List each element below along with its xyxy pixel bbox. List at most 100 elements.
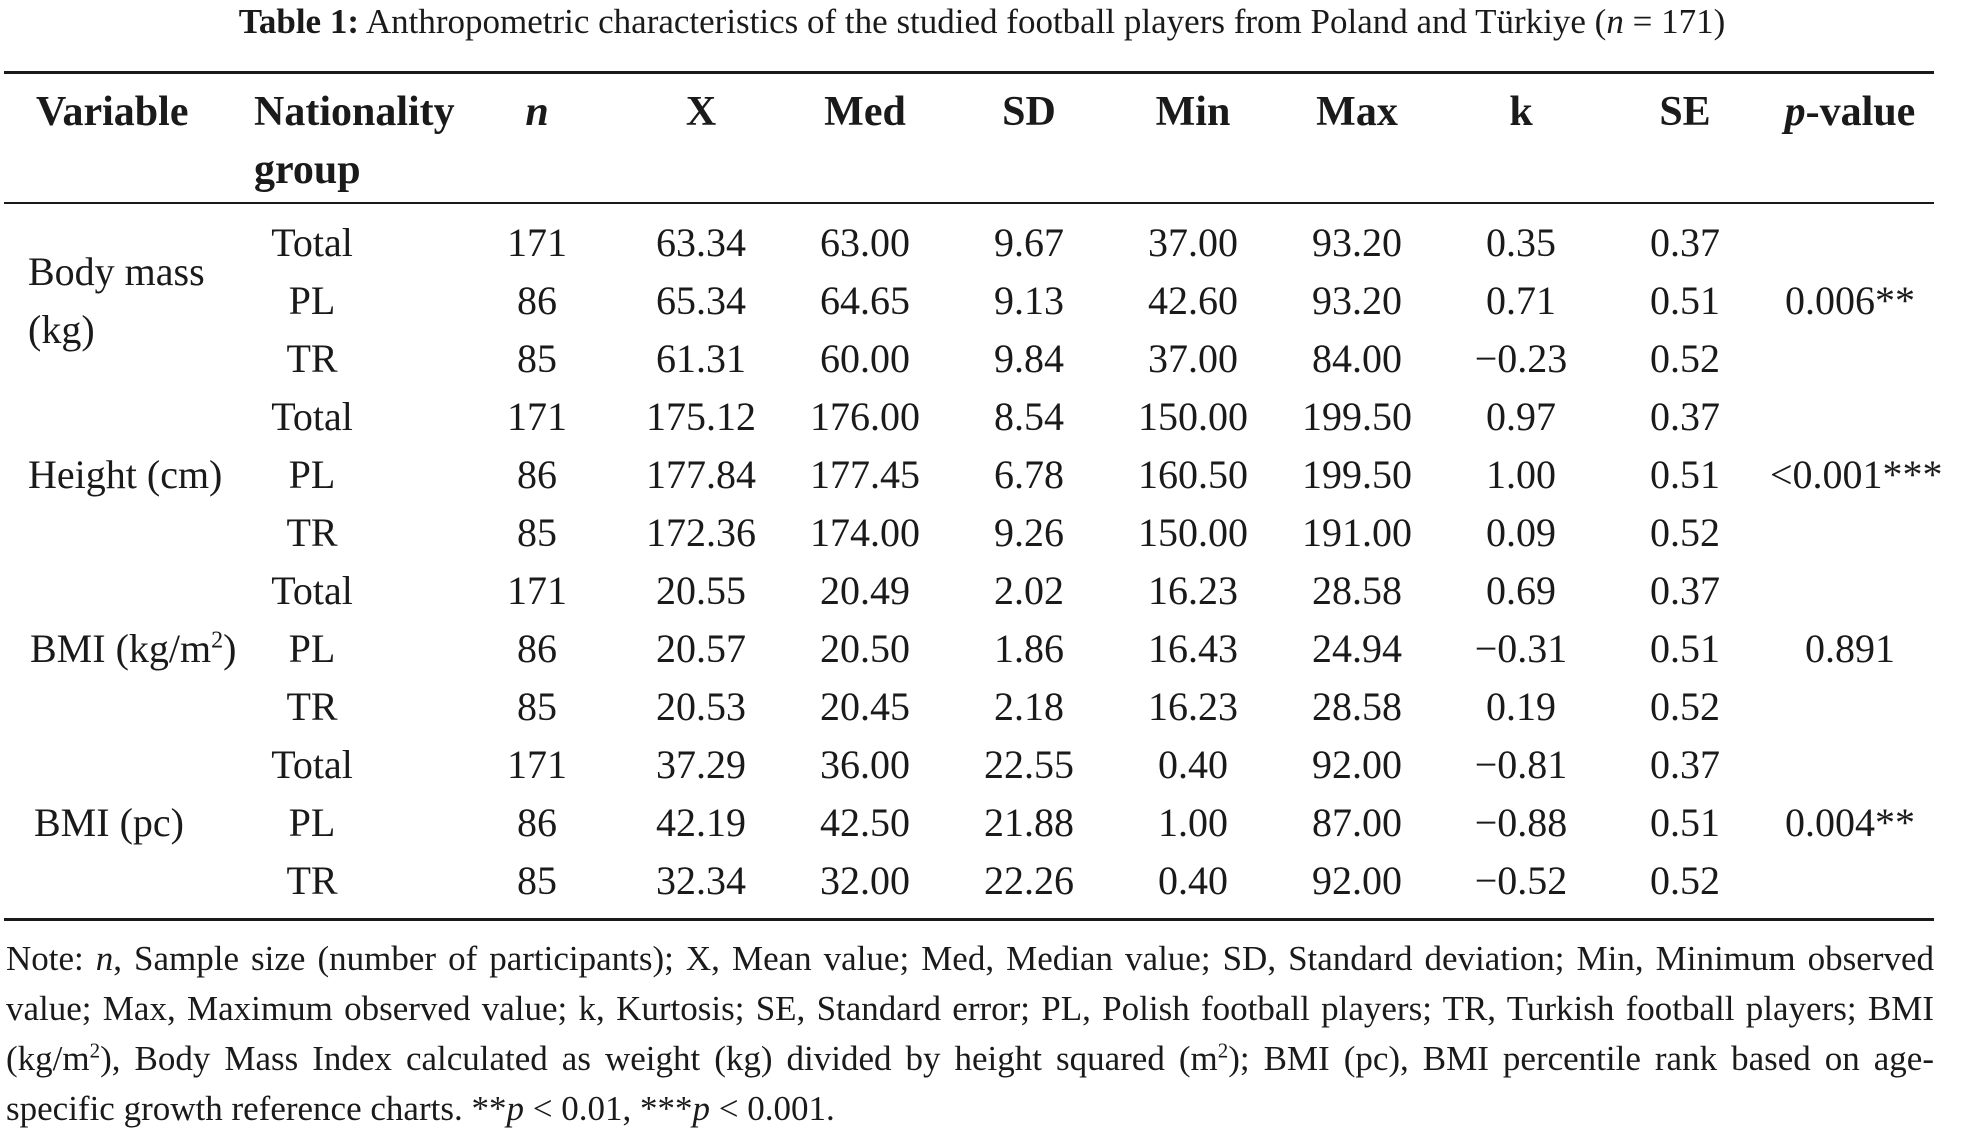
header-nationality-group: Nationality group [254,83,484,199]
cell-med: 63.00 [820,220,910,265]
cell-min: 42.60 [1148,278,1238,323]
cell-se: 0.51 [1650,452,1720,497]
cell-se: 0.37 [1650,394,1720,439]
cell-max: 24.94 [1312,626,1402,671]
cell-max: 28.58 [1312,684,1402,729]
variable-bmi-kgm2: BMI (kg/m2) [30,620,236,678]
caption-label: Table 1: [238,2,359,41]
cell-sd: 2.18 [994,684,1064,729]
cell-x: 20.55 [656,568,746,613]
header-k: k [1509,89,1533,135]
cell-n: 86 [517,626,557,671]
cell-k: 0.69 [1486,568,1556,613]
cell-sd: 1.86 [994,626,1064,671]
cell-sd: 9.26 [994,510,1064,555]
cell-k: −0.31 [1474,626,1568,671]
cell-x: 20.53 [656,684,746,729]
cell-x: 63.34 [656,220,746,265]
cell-k: 0.71 [1486,278,1556,323]
cell-med: 42.50 [820,800,910,845]
cell-x: 175.12 [646,394,756,439]
cell-min: 16.23 [1148,568,1238,613]
cell-k: −0.23 [1474,336,1568,381]
header-n: n [484,83,590,141]
header-max: Max [1316,89,1398,135]
cell-k: −0.88 [1474,800,1568,845]
p-value-height: <0.001*** [1770,452,1943,497]
cell-max: 199.50 [1302,452,1412,497]
variable-bmi-kgm2-sup: 2 [211,627,224,654]
variable-bmi-kgm2-pre: BMI (kg/m [30,626,212,671]
cell-se: 0.51 [1650,800,1720,845]
cell-n: 85 [517,858,557,903]
cell-x: 32.34 [656,858,746,903]
note-p-symbol-2: p [692,1089,710,1128]
cell-med: 64.65 [820,278,910,323]
note-text-2: ), Body Mass Index calculated as weight … [100,1039,1218,1078]
cell-med: 177.45 [810,452,920,497]
cell-x: 65.34 [656,278,746,323]
cell-max: 92.00 [1312,858,1402,903]
cell-n: 171 [507,394,567,439]
header-n-symbol: n [525,89,549,135]
cell-k: 1.00 [1486,452,1556,497]
cell-sd: 22.55 [984,742,1074,787]
caption-n-value: = 171) [1623,2,1726,41]
cell-group: TR [286,510,338,555]
cell-med: 20.45 [820,684,910,729]
cell-max: 92.00 [1312,742,1402,787]
cell-n: 85 [517,684,557,729]
cell-group: PL [288,452,336,497]
note-sup-1: 2 [89,1038,101,1063]
cell-max: 84.00 [1312,336,1402,381]
note-p-symbol-1: p [506,1089,524,1128]
note-sup-2: 2 [1217,1038,1229,1063]
cell-k: 0.97 [1486,394,1556,439]
header-x: X [685,89,717,135]
cell-k: 0.19 [1486,684,1556,729]
cell-n: 171 [507,220,567,265]
cell-n: 85 [517,336,557,381]
cell-group: Total [271,568,353,613]
cell-se: 0.51 [1650,278,1720,323]
cell-k: −0.52 [1474,858,1568,903]
cell-se: 0.51 [1650,626,1720,671]
header-nationality-line2: group [254,147,361,193]
cell-med: 60.00 [820,336,910,381]
cell-se: 0.37 [1650,742,1720,787]
cell-group: PL [288,278,336,323]
note-text-3: ); BMI (pc), BMI percentile rank based o… [6,1039,1934,1128]
cell-med: 36.00 [820,742,910,787]
cell-group: Total [271,394,353,439]
variable-height: Height (cm) [28,452,223,497]
cell-n: 171 [507,742,567,787]
header-p-value: p-value [1770,83,1930,141]
cell-x: 42.19 [656,800,746,845]
cell-sd: 2.02 [994,568,1064,613]
cell-se: 0.52 [1650,858,1720,903]
cell-x: 20.57 [656,626,746,671]
cell-min: 150.00 [1138,394,1248,439]
p-value-bmi-kgm2: 0.891 [1805,626,1895,671]
cell-sd: 9.84 [994,336,1064,381]
table-header-rule [4,202,1934,204]
cell-n: 86 [517,278,557,323]
variable-bmi-kgm2-post: ) [223,626,237,671]
table-caption: Table 1: Anthropometric characteristics … [0,0,1964,44]
cell-n: 85 [517,510,557,555]
cell-med: 176.00 [810,394,920,439]
cell-x: 37.29 [656,742,746,787]
cell-sd: 21.88 [984,800,1074,845]
cell-x: 172.36 [646,510,756,555]
note-text-4: < 0.01, *** [523,1089,693,1128]
cell-max: 93.20 [1312,220,1402,265]
cell-sd: 22.26 [984,858,1074,903]
cell-x: 61.31 [656,336,746,381]
cell-med: 20.50 [820,626,910,671]
cell-k: −0.81 [1474,742,1568,787]
cell-med: 174.00 [810,510,920,555]
cell-min: 0.40 [1158,858,1228,903]
cell-n: 86 [517,800,557,845]
cell-n: 171 [507,568,567,613]
